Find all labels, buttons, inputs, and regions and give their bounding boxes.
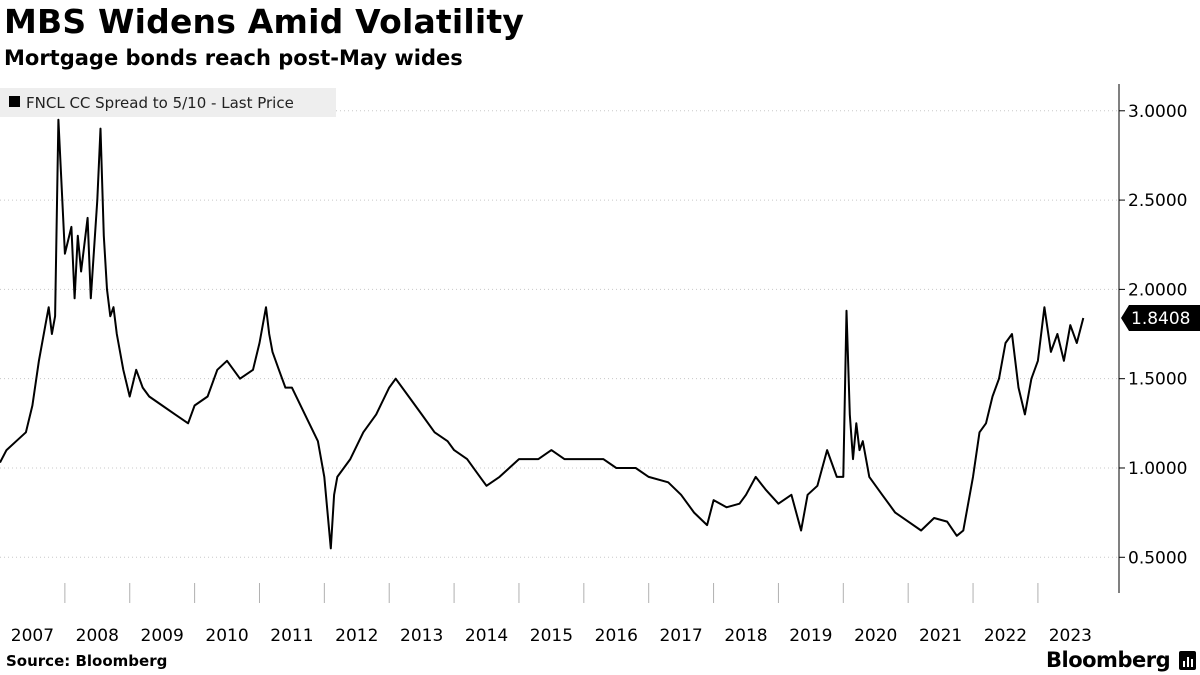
chart-subtitle: Mortgage bonds reach post-May wides xyxy=(4,46,463,70)
x-tick-label: 2022 xyxy=(984,626,1027,646)
y-axis-ticks: 0.5000 1.0000 1.5000 2.0000 2.5000 3.0000 xyxy=(1119,102,1187,568)
legend-background xyxy=(0,88,336,117)
x-tick-label: 2017 xyxy=(659,626,702,646)
x-tick-label: 2013 xyxy=(400,626,443,646)
y-tick-label: 1.0000 xyxy=(1128,459,1187,479)
source-note: Source: Bloomberg xyxy=(6,652,168,670)
x-tick-label: 2009 xyxy=(141,626,184,646)
x-tick-label: 2015 xyxy=(530,626,573,646)
x-tick-label: 2011 xyxy=(270,626,313,646)
chart-title: MBS Widens Amid Volatility xyxy=(4,2,525,41)
x-tick-label: 2023 xyxy=(1049,626,1092,646)
legend: FNCL CC Spread to 5/10 - Last Price xyxy=(0,88,336,117)
x-tick-label: 2012 xyxy=(335,626,378,646)
x-axis-ticks: 2007 2008 2009 2010 2011 2012 2013 2014 2015 2016… xyxy=(11,583,1092,646)
bar-chart-icon xyxy=(1179,651,1196,670)
last-value-label: 1.8408 xyxy=(1121,304,1200,331)
legend-label: FNCL CC Spread to 5/10 - Last Price xyxy=(26,94,294,112)
y-tick-label: 2.0000 xyxy=(1128,280,1187,300)
bloomberg-logo: Bloomberg xyxy=(1046,648,1171,672)
x-tick-label: 2007 xyxy=(11,626,54,646)
series-line-fncl-cc-spread xyxy=(0,118,1085,550)
x-tick-label: 2014 xyxy=(465,626,508,646)
y-tick-label: 3.0000 xyxy=(1128,102,1187,122)
x-tick-label: 2008 xyxy=(76,626,119,646)
y-tick-label: 1.5000 xyxy=(1128,370,1187,390)
x-tick-label: 2018 xyxy=(724,626,767,646)
x-tick-label: 2021 xyxy=(919,626,962,646)
last-value-text: 1.8408 xyxy=(1131,309,1190,329)
black-square-icon xyxy=(9,96,20,107)
x-tick-label: 2016 xyxy=(595,626,638,646)
x-tick-label: 2020 xyxy=(854,626,897,646)
y-tick-label: 2.5000 xyxy=(1128,191,1187,211)
x-tick-label: 2019 xyxy=(789,626,832,646)
last-value-label-background xyxy=(1121,304,1200,331)
gridlines xyxy=(0,110,1119,558)
y-tick-label: 0.5000 xyxy=(1128,548,1187,568)
x-tick-label: 2010 xyxy=(205,626,248,646)
